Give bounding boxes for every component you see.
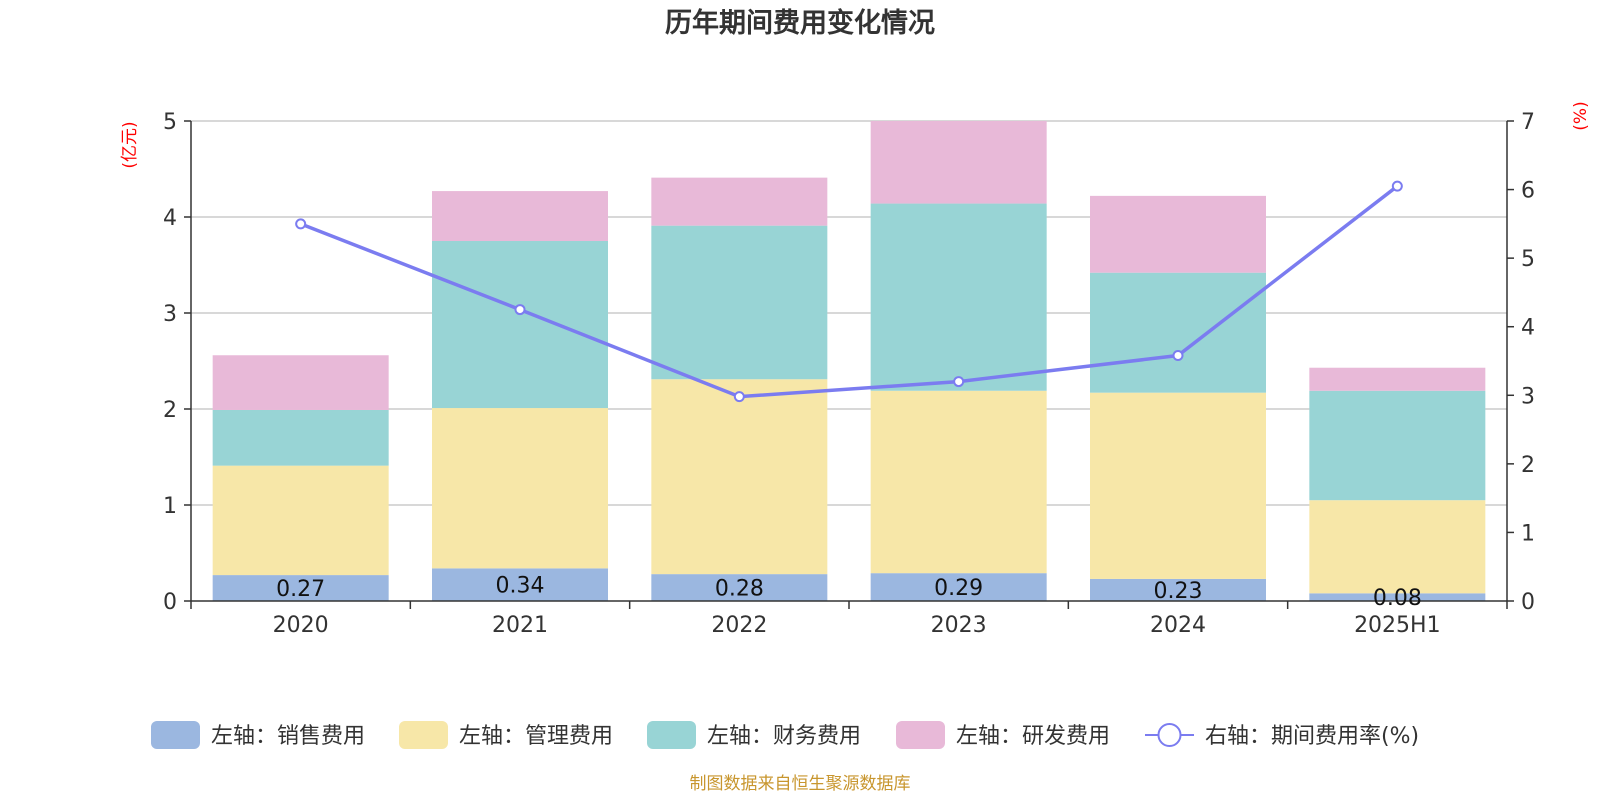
legend: 左轴：销售费用 左轴：管理费用 左轴：财务费用 左轴：研发费用 右轴：期间费用率(%) [151, 721, 1419, 749]
x-axis-tick-label: 2022 [711, 613, 767, 638]
bar-sales [870, 573, 1047, 601]
legend-sales-label: 左轴：销售费用 [211, 724, 365, 749]
bar-admin [432, 408, 608, 569]
x-axis-tick-label: 2025H1 [1354, 613, 1441, 638]
data-label-sales: 0.29 [934, 576, 983, 601]
legend-sales-swatch [151, 721, 200, 749]
grid [191, 120, 1507, 506]
left-axis-tick-label: 3 [163, 302, 177, 327]
bar-rd [1309, 367, 1486, 391]
x-axis-tick-label: 2021 [492, 613, 548, 638]
rate-line-point [1391, 180, 1403, 192]
legend-finance-swatch [647, 721, 696, 749]
right-axis-tick-label: 3 [1521, 384, 1535, 409]
right-axis-tick-label: 6 [1521, 179, 1535, 204]
left-axis-tick-label: 4 [163, 206, 177, 231]
left-axis-unit: (亿元) [120, 121, 140, 168]
x-axis-tick-label: 2024 [1150, 613, 1206, 638]
legend-admin-label: 左轴：管理费用 [459, 724, 613, 749]
rate-line-point [1172, 350, 1184, 362]
source-note: 制图数据来自恒生聚源数据库 [690, 774, 911, 794]
right-axis-tick-label: 1 [1521, 521, 1535, 546]
legend-rd-swatch [896, 721, 945, 749]
legend-rate-label: 右轴：期间费用率(%) [1205, 724, 1419, 749]
left-axis-tick-label: 1 [163, 494, 177, 519]
bar-admin [651, 379, 828, 575]
bar-rd [212, 355, 389, 410]
bar-sales [432, 568, 608, 601]
bar-admin [1090, 392, 1266, 579]
data-label-sales: 0.08 [1373, 586, 1422, 611]
bar-finance [212, 409, 389, 466]
left-axis-tick-label: 0 [163, 590, 177, 615]
bar-admin [870, 390, 1047, 574]
bar-rd [1090, 195, 1266, 273]
bars [212, 121, 1486, 601]
rate-line [295, 180, 1403, 403]
bar-finance [432, 241, 608, 409]
right-axis-tick-label: 7 [1521, 110, 1535, 135]
rate-line-point [953, 376, 965, 388]
legend-rd-label: 左轴：研发费用 [956, 724, 1110, 749]
bar-rd [651, 177, 828, 226]
data-label-sales: 0.27 [276, 577, 325, 602]
x-axis-tick-label: 2020 [273, 613, 329, 638]
bar-finance [651, 225, 828, 380]
rate-line-point [514, 304, 526, 316]
right-axis-unit: (%) [1571, 101, 1591, 130]
rate-line-point [733, 391, 745, 403]
bar-finance [1090, 272, 1266, 393]
right-axis-tick-label: 5 [1521, 247, 1535, 272]
chart-title: 历年期间费用变化情况 [665, 7, 935, 39]
data-labels: 0.27 0.34 0.28 0.29 0.23 0.08 [276, 574, 1422, 611]
x-axis-tick-label: 2023 [931, 613, 987, 638]
bar-rd [870, 121, 1047, 204]
bar-finance [870, 203, 1047, 391]
right-axis-tick-label: 0 [1521, 590, 1535, 615]
data-label-sales: 0.28 [715, 577, 764, 602]
right-axis-tick-label: 2 [1521, 453, 1535, 478]
bar-sales [212, 575, 389, 601]
legend-admin-swatch [399, 721, 448, 749]
bar-admin [1309, 500, 1486, 594]
bar-admin [212, 465, 389, 576]
bar-sales [1309, 593, 1486, 601]
left-axis-tick-label: 5 [163, 110, 177, 135]
rate-line-path [300, 184, 1399, 399]
bar-finance [1309, 390, 1486, 501]
right-axis-tick-label: 4 [1521, 316, 1535, 341]
bar-sales [651, 574, 828, 601]
left-axis-tick-label: 2 [163, 398, 177, 423]
legend-finance-label: 左轴：财务费用 [707, 724, 861, 749]
bar-sales [1090, 578, 1266, 601]
bar-rd [432, 191, 608, 241]
data-label-sales: 0.34 [496, 574, 545, 599]
legend-rate-swatch-marker [1157, 723, 1182, 747]
data-label-sales: 0.23 [1154, 579, 1203, 604]
rate-line-point [295, 218, 307, 230]
axes: 0 1 2 3 4 5 0 1 2 3 4 5 6 7 2020 2021 2022 2023 2024 2025H1 [163, 110, 1535, 638]
